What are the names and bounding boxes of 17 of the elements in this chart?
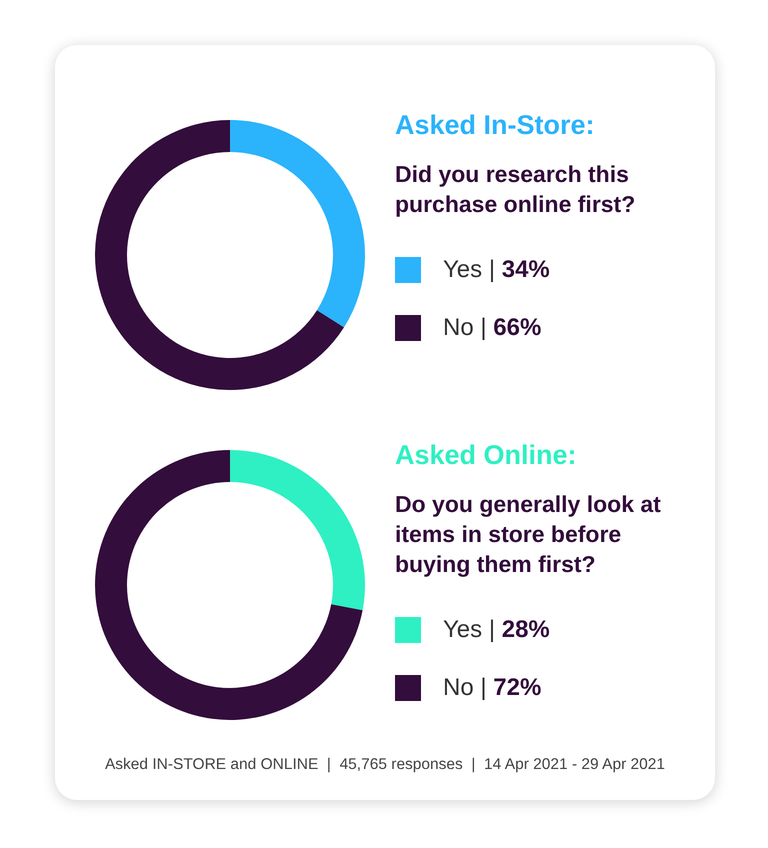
- data-label: | 34%: [488, 256, 550, 283]
- data-label: | 66%: [480, 314, 542, 341]
- text: Do you generally look at items in store before buying them first?: [395, 490, 662, 579]
- chart-title: Asked In-Store:: [395, 110, 596, 141]
- donut-slice: [95, 120, 344, 390]
- donut-slice: [95, 450, 363, 720]
- legend-label: No: [443, 314, 474, 341]
- legend-label: Yes: [443, 616, 482, 643]
- chart-title: Asked Online:: [395, 440, 578, 471]
- legend-label: No: [443, 674, 474, 701]
- donut-slice: [230, 120, 365, 328]
- data-label: | 28%: [488, 616, 550, 643]
- text: Did you research this purchase online first?: [395, 160, 636, 219]
- text: Asked IN-STORE and ONLINE | 45,765 responses | 14 Apr 2021 - 29 Apr 2021: [104, 756, 666, 774]
- donut-slice: [230, 450, 365, 610]
- data-label: | 72%: [480, 674, 542, 701]
- legend-label: Yes: [443, 256, 482, 283]
